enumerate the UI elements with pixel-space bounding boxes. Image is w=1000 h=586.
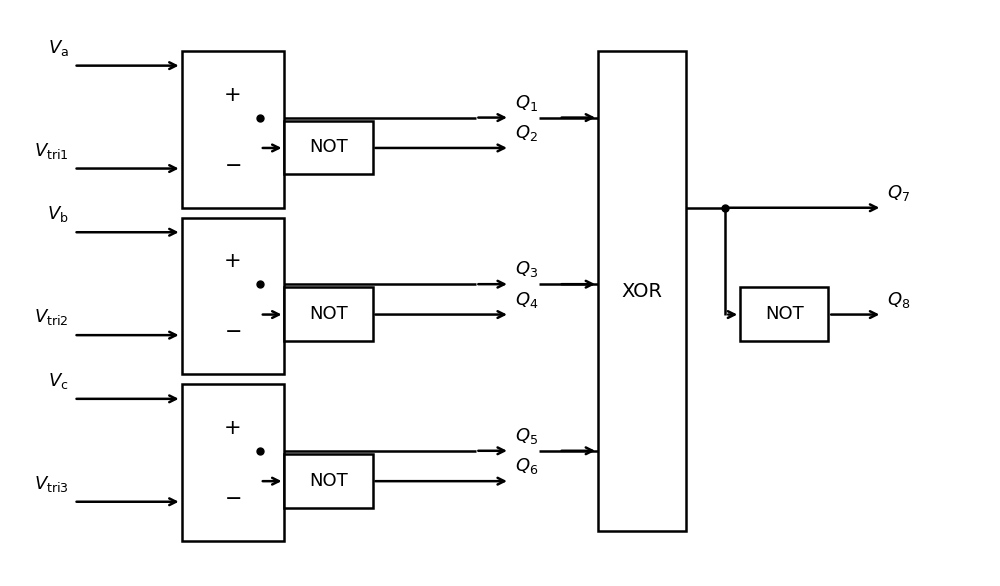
Text: $V_{\mathrm{b}}$: $V_{\mathrm{b}}$ xyxy=(47,205,69,224)
Text: $V_{\mathrm{tri1}}$: $V_{\mathrm{tri1}}$ xyxy=(34,141,69,161)
Text: +: + xyxy=(224,418,242,438)
Text: NOT: NOT xyxy=(309,305,348,323)
Text: $Q_3$: $Q_3$ xyxy=(515,259,538,280)
Text: $Q_2$: $Q_2$ xyxy=(515,123,538,143)
Text: $V_{\mathrm{a}}$: $V_{\mathrm{a}}$ xyxy=(48,38,69,58)
FancyBboxPatch shape xyxy=(284,287,373,341)
FancyBboxPatch shape xyxy=(182,384,284,541)
Text: NOT: NOT xyxy=(309,138,348,156)
Text: +: + xyxy=(224,251,242,271)
FancyBboxPatch shape xyxy=(182,51,284,208)
FancyBboxPatch shape xyxy=(284,121,373,175)
Text: $Q_6$: $Q_6$ xyxy=(515,456,538,476)
Text: XOR: XOR xyxy=(622,281,663,301)
Text: $Q_7$: $Q_7$ xyxy=(887,183,910,203)
Text: $-$: $-$ xyxy=(224,321,242,340)
Text: NOT: NOT xyxy=(765,305,804,323)
Text: $Q_1$: $Q_1$ xyxy=(515,93,538,113)
Text: NOT: NOT xyxy=(309,472,348,490)
FancyBboxPatch shape xyxy=(598,51,686,531)
Text: $-$: $-$ xyxy=(224,487,242,507)
Text: $Q_4$: $Q_4$ xyxy=(515,289,538,309)
Text: $V_{\mathrm{tri2}}$: $V_{\mathrm{tri2}}$ xyxy=(34,307,69,328)
FancyBboxPatch shape xyxy=(284,454,373,507)
Text: $V_{\mathrm{tri3}}$: $V_{\mathrm{tri3}}$ xyxy=(34,474,69,494)
Text: +: + xyxy=(224,85,242,105)
Text: $Q_8$: $Q_8$ xyxy=(887,289,910,309)
Text: $Q_5$: $Q_5$ xyxy=(515,426,538,446)
Text: $V_{\mathrm{c}}$: $V_{\mathrm{c}}$ xyxy=(48,371,69,391)
FancyBboxPatch shape xyxy=(182,217,284,374)
FancyBboxPatch shape xyxy=(740,287,828,341)
Text: $-$: $-$ xyxy=(224,154,242,174)
